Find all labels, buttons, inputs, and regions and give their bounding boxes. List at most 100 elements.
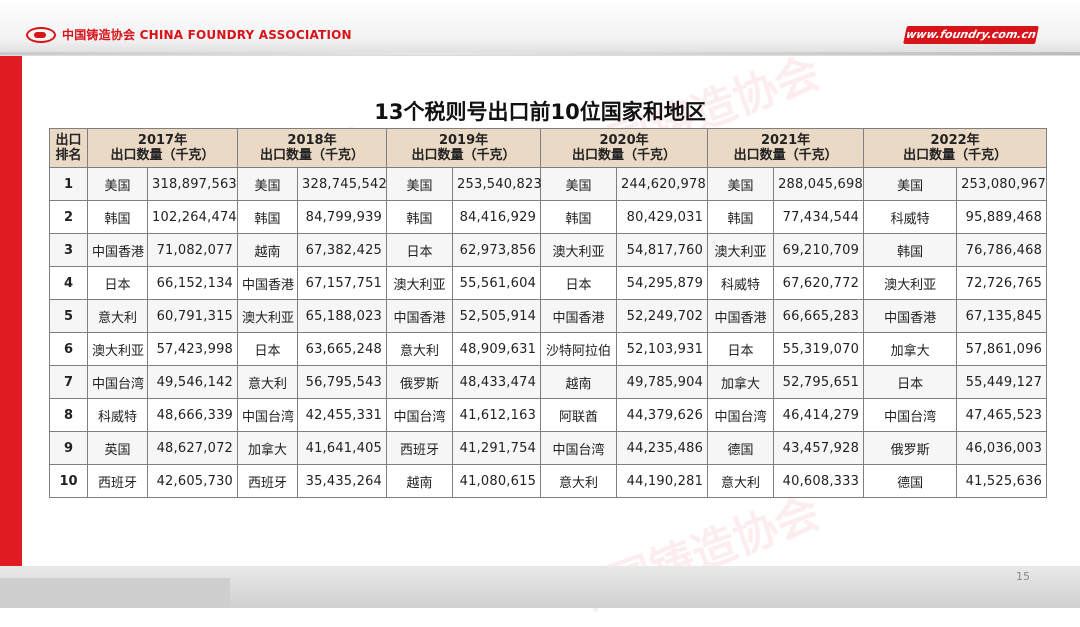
- quantity-cell: 66,152,134: [146, 266, 239, 300]
- quantity-cell: 52,103,931: [616, 332, 709, 366]
- quantity-cell: 67,135,845: [956, 299, 1048, 333]
- rank-cell: 8: [49, 398, 88, 432]
- country-cell: 美国: [863, 167, 958, 201]
- quantity-cell: 52,249,702: [616, 299, 709, 333]
- country-cell: 中国台湾: [386, 398, 454, 432]
- website-badge: www.foundry.com.cn: [903, 26, 1039, 44]
- quantity-cell: 43,457,928: [773, 431, 865, 465]
- quantity-cell: 72,726,765: [956, 266, 1048, 300]
- country-cell: 加拿大: [237, 431, 299, 465]
- quantity-cell: 84,416,929: [452, 200, 542, 234]
- quantity-cell: 46,414,279: [773, 398, 865, 432]
- country-cell: 阿联酋: [540, 398, 618, 432]
- country-cell: 中国台湾: [863, 398, 958, 432]
- table-row: 9 英国 48,627,072 加拿大 41,641,405 西班牙 41,291,754 中…: [49, 431, 1048, 465]
- table-row: 2 韩国 102,264,474 韩国 84,799,939 韩国 84,416,929 韩国…: [49, 200, 1048, 234]
- country-cell: 美国: [540, 167, 618, 201]
- quantity-cell: 71,082,077: [146, 233, 239, 267]
- table-row: 1 美国 318,897,563 美国 328,745,542 美国 253,540,823…: [49, 167, 1048, 201]
- quantity-cell: 44,190,281: [616, 464, 709, 498]
- country-cell: 韩国: [540, 200, 618, 234]
- country-cell: 加拿大: [863, 332, 958, 366]
- quantity-cell: 76,786,468: [956, 233, 1048, 267]
- cfa-logo-icon: [26, 27, 56, 43]
- country-cell: 澳大利亚: [863, 266, 958, 300]
- country-cell: 意大利: [386, 332, 454, 366]
- year-header: 2019年 出口数量（千克）: [386, 128, 542, 168]
- country-cell: 意大利: [237, 365, 299, 399]
- country-cell: 意大利: [87, 299, 148, 333]
- country-cell: 韩国: [386, 200, 454, 234]
- quantity-cell: 49,546,142: [146, 365, 239, 399]
- quantity-cell: 80,429,031: [616, 200, 709, 234]
- rank-header: 出口 排名: [49, 128, 88, 168]
- country-cell: 西班牙: [87, 464, 148, 498]
- quantity-cell: 66,665,283: [773, 299, 865, 333]
- country-cell: 越南: [237, 233, 299, 267]
- rank-cell: 4: [49, 266, 88, 300]
- rank-cell: 9: [49, 431, 88, 465]
- quantity-cell: 44,379,626: [616, 398, 709, 432]
- quantity-cell: 67,157,751: [297, 266, 388, 300]
- quantity-cell: 56,795,543: [297, 365, 388, 399]
- quantity-cell: 60,791,315: [146, 299, 239, 333]
- country-cell: 越南: [540, 365, 618, 399]
- quantity-cell: 84,799,939: [297, 200, 388, 234]
- quantity-cell: 49,785,904: [616, 365, 709, 399]
- country-cell: 科威特: [707, 266, 775, 300]
- table-row: 7 中国台湾 49,546,142 意大利 56,795,543 俄罗斯 48,433,47…: [49, 365, 1048, 399]
- country-cell: 澳大利亚: [386, 266, 454, 300]
- quantity-cell: 244,620,978: [616, 167, 709, 201]
- quantity-cell: 328,745,542: [297, 167, 388, 201]
- quantity-cell: 48,433,474: [452, 365, 542, 399]
- country-cell: 中国台湾: [237, 398, 299, 432]
- quantity-cell: 41,291,754: [452, 431, 542, 465]
- export-ranking-table: 出口 排名 2017年 出口数量（千克） 2018年 出口数量（千克） 2019年出…: [49, 128, 1048, 498]
- country-cell: 韩国: [707, 200, 775, 234]
- quantity-cell: 52,795,651: [773, 365, 865, 399]
- table-row: 4 日本 66,152,134 中国香港 67,157,751 澳大利亚 55,561,60…: [49, 266, 1048, 300]
- country-cell: 澳大利亚: [237, 299, 299, 333]
- table-row: 6 澳大利亚 57,423,998 日本 63,665,248 意大利 48,909,631…: [49, 332, 1048, 366]
- country-cell: 韩国: [863, 233, 958, 267]
- country-cell: 日本: [707, 332, 775, 366]
- footer-accent: [0, 578, 230, 608]
- quantity-cell: 253,540,823: [452, 167, 542, 201]
- quantity-cell: 63,665,248: [297, 332, 388, 366]
- country-cell: 中国台湾: [707, 398, 775, 432]
- country-cell: 中国香港: [386, 299, 454, 333]
- quantity-cell: 41,525,636: [956, 464, 1048, 498]
- slide-header: [0, 0, 1080, 56]
- country-cell: 意大利: [540, 464, 618, 498]
- country-cell: 俄罗斯: [863, 431, 958, 465]
- quantity-cell: 69,210,709: [773, 233, 865, 267]
- country-cell: 德国: [707, 431, 775, 465]
- page-number: 15: [1016, 570, 1030, 583]
- quantity-cell: 46,036,003: [956, 431, 1048, 465]
- quantity-cell: 40,608,333: [773, 464, 865, 498]
- rank-cell: 6: [49, 332, 88, 366]
- quantity-cell: 318,897,563: [146, 167, 239, 201]
- country-cell: 中国台湾: [87, 365, 148, 399]
- quantity-cell: 54,817,760: [616, 233, 709, 267]
- association-name: 中国铸造协会 CHINA FOUNDRY ASSOCIATION: [62, 28, 352, 42]
- country-cell: 美国: [707, 167, 775, 201]
- left-accent-bar: [0, 56, 22, 578]
- quantity-cell: 57,861,096: [956, 332, 1048, 366]
- country-cell: 意大利: [707, 464, 775, 498]
- table-header-row: 出口 排名 2017年 出口数量（千克） 2018年 出口数量（千克） 2019年出…: [49, 128, 1048, 168]
- quantity-cell: 44,235,486: [616, 431, 709, 465]
- country-cell: 日本: [386, 233, 454, 267]
- quantity-cell: 55,449,127: [956, 365, 1048, 399]
- country-cell: 西班牙: [386, 431, 454, 465]
- quantity-cell: 57,423,998: [146, 332, 239, 366]
- country-cell: 德国: [863, 464, 958, 498]
- country-cell: 日本: [540, 266, 618, 300]
- country-cell: 日本: [87, 266, 148, 300]
- rank-cell: 2: [49, 200, 88, 234]
- country-cell: 加拿大: [707, 365, 775, 399]
- quantity-cell: 48,627,072: [146, 431, 239, 465]
- country-cell: 中国香港: [707, 299, 775, 333]
- quantity-cell: 54,295,879: [616, 266, 709, 300]
- quantity-cell: 42,605,730: [146, 464, 239, 498]
